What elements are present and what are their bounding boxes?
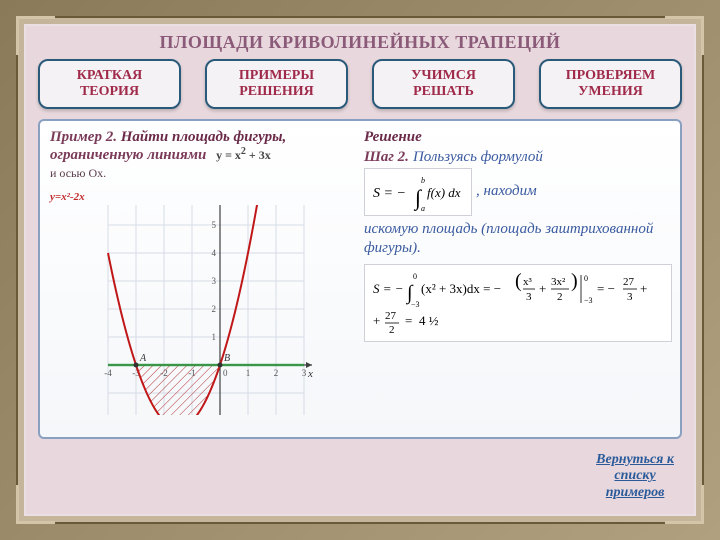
solution-text-2: искомую площадь (площадь заштрихованной … <box>364 220 670 258</box>
svg-text:(x² + 3x)dx = −: (x² + 3x)dx = − <box>421 281 501 296</box>
page-title: ПЛОЩАДИ КРИВОЛИНЕЙНЫХ ТРАПЕЦИЙ <box>24 24 696 59</box>
svg-text:3: 3 <box>627 291 633 303</box>
svg-text:S = −: S = − <box>373 281 404 296</box>
tab-learn[interactable]: УЧИМСЯРЕШАТЬ <box>372 59 515 109</box>
solution-step: Шаг 2. Пользуясь формулой <box>364 148 670 166</box>
svg-text:+: + <box>640 281 647 296</box>
svg-text:2: 2 <box>389 324 395 333</box>
svg-text:3: 3 <box>526 291 532 303</box>
svg-text:3: 3 <box>302 368 307 378</box>
svg-text:x³: x³ <box>523 276 533 288</box>
svg-text:2: 2 <box>557 291 563 303</box>
svg-text:=: = <box>405 313 412 328</box>
svg-text:3x²: 3x² <box>551 276 566 288</box>
svg-text:B: B <box>224 353 230 364</box>
problem-line2: ограниченную линиями y = x2 + 3x <box>50 146 352 164</box>
tab-check[interactable]: ПРОВЕРЯЕМУМЕНИЯ <box>539 59 682 109</box>
problem-line3: и осью Ox. <box>50 166 352 181</box>
svg-text:1: 1 <box>246 368 251 378</box>
svg-text:+: + <box>373 313 380 328</box>
svg-text:2: 2 <box>212 304 217 314</box>
svg-text:x: x <box>307 368 313 380</box>
svg-text:A: A <box>139 353 147 364</box>
svg-text:-4: -4 <box>104 368 112 378</box>
svg-text:0: 0 <box>413 272 417 281</box>
svg-text:f(x) dx: f(x) dx <box>427 185 461 200</box>
svg-text:27: 27 <box>385 310 397 322</box>
svg-text:): ) <box>571 270 578 292</box>
svg-text:2: 2 <box>274 368 279 378</box>
solution-text-1: , находим <box>476 183 537 199</box>
chart: -4-3-2-1123123456AByx0 <box>50 205 340 415</box>
integral-formula: S = − ∫ b a f(x) dx , находим <box>364 166 670 218</box>
svg-text:+: + <box>539 281 546 296</box>
solution-title: Решение <box>364 129 670 146</box>
svg-text:27: 27 <box>623 276 635 288</box>
tab-examples[interactable]: ПРИМЕРЫРЕШЕНИЯ <box>205 59 348 109</box>
curve-formula: y = x2 + 3x <box>216 148 271 162</box>
svg-text:a: a <box>421 204 425 213</box>
svg-text:4: 4 <box>212 248 217 258</box>
svg-text:b: b <box>421 176 425 185</box>
back-to-examples-link[interactable]: Вернуться кспискупримеров <box>596 452 674 502</box>
svg-text:-2: -2 <box>160 368 168 378</box>
svg-text:0: 0 <box>584 274 588 283</box>
svg-text:(: ( <box>515 270 522 292</box>
svg-text:= −: = − <box>597 281 615 296</box>
svg-text:-1: -1 <box>188 368 196 378</box>
svg-text:1: 1 <box>212 332 217 342</box>
svg-text:0: 0 <box>223 368 228 378</box>
svg-text:5: 5 <box>212 220 217 230</box>
content-panel: Пример 2. Найти площадь фигуры, ограниче… <box>38 119 682 439</box>
graph-label: y=x²-2x <box>50 191 85 203</box>
svg-text:S = −: S = − <box>373 186 406 201</box>
svg-text:−3: −3 <box>411 300 420 309</box>
tab-theory[interactable]: КРАТКАЯТЕОРИЯ <box>38 59 181 109</box>
tab-bar: КРАТКАЯТЕОРИЯ ПРИМЕРЫРЕШЕНИЯ УЧИМСЯРЕШАТ… <box>24 59 696 119</box>
equation-box: S = − ∫ 0 −3 (x² + 3x)dx = − ( x³3 + 3x²… <box>364 264 672 343</box>
problem-heading: Пример 2. Найти площадь фигуры, <box>50 129 352 146</box>
svg-text:4 ½: 4 ½ <box>419 313 439 328</box>
svg-text:3: 3 <box>212 276 217 286</box>
svg-text:−3: −3 <box>584 296 593 305</box>
